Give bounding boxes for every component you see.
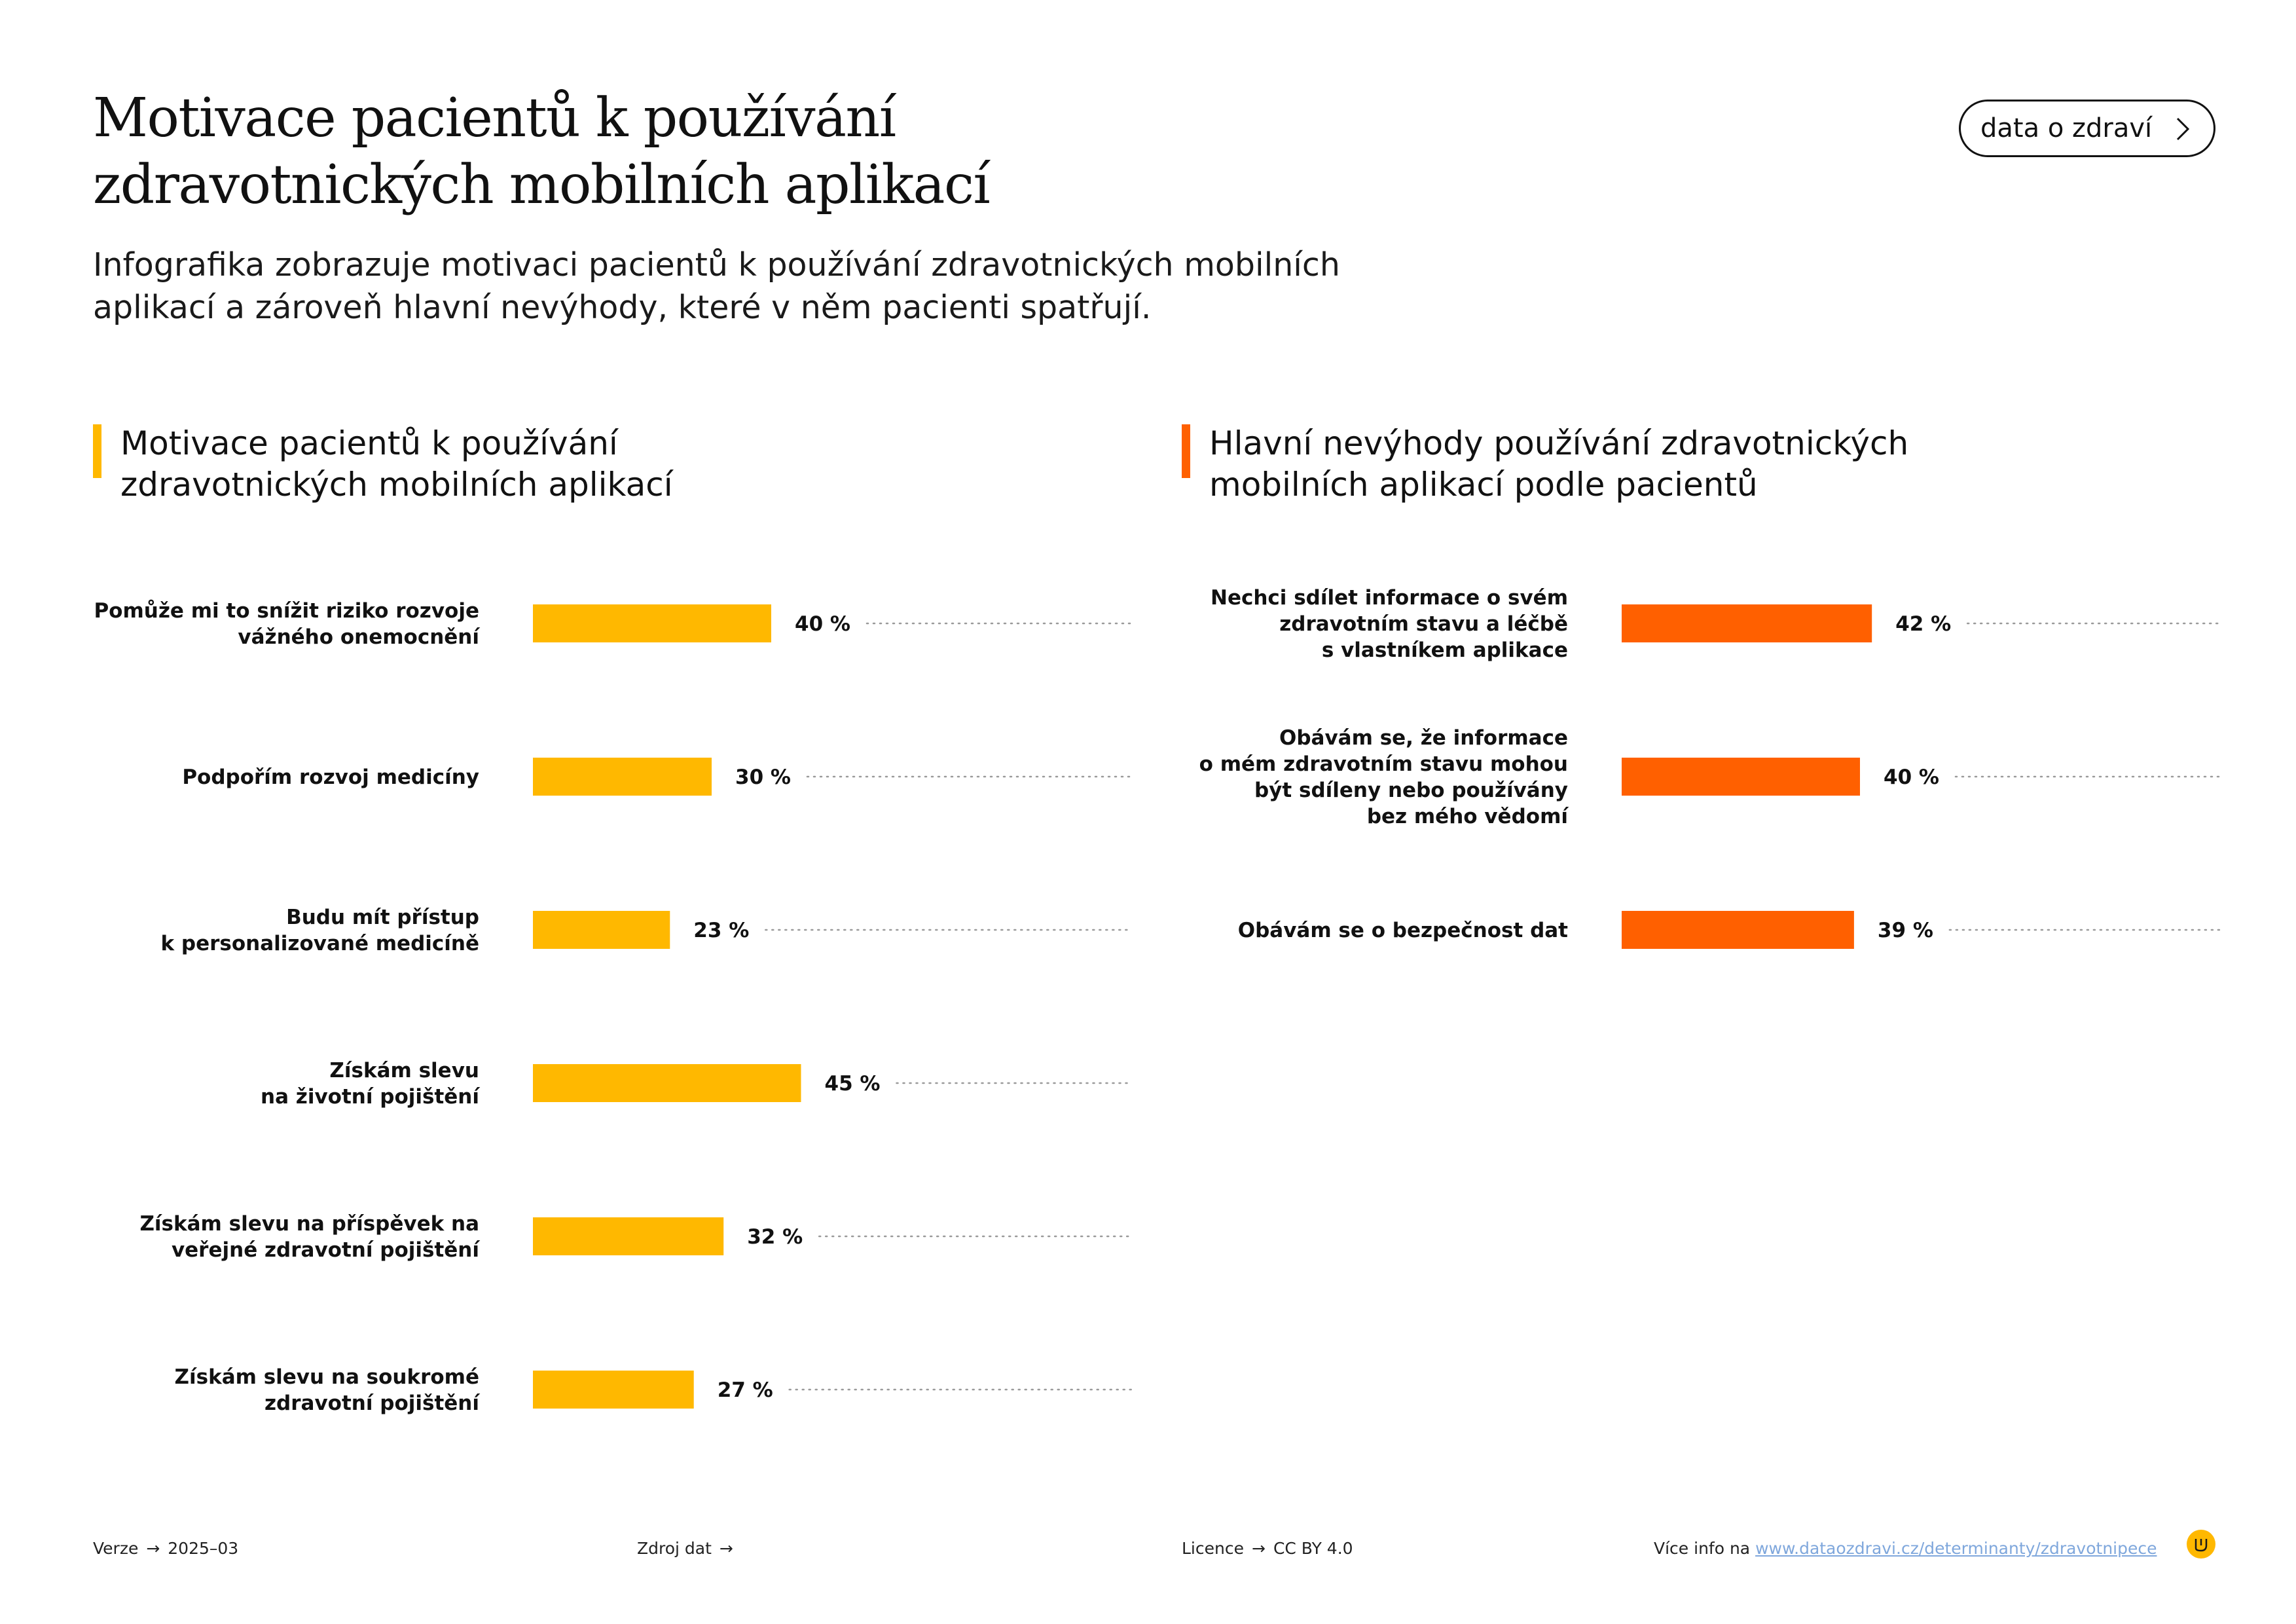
data-o-zdravi-button[interactable]: data o zdraví — [1959, 100, 2215, 157]
motivation-value-label: 32 % — [747, 1225, 803, 1249]
disadvantages-chart-title: Hlavní nevýhody používání zdravotnických… — [1209, 423, 2191, 506]
disadvantages-value-label: 40 % — [1884, 766, 1939, 789]
motivation-category-label: Získám slevu na soukromé zdravotní pojišt… — [175, 1365, 481, 1415]
motivation-value-label: 40 % — [795, 612, 850, 636]
motivation-title-line-2: zdravotnických mobilních aplikací — [120, 466, 673, 504]
motivation-title-line-1: Motivace pacientů k používání — [120, 424, 618, 462]
motivation-chart-title: Motivace pacientů k používání zdravotnic… — [120, 423, 1102, 506]
chevron-right-icon — [2176, 117, 2190, 141]
disadvantages-title-line-1: Hlavní nevýhody používání zdravotnických — [1209, 424, 1909, 462]
disadvantages-category-label: Obávám se, že informace o mém zdravotním … — [1199, 726, 1569, 828]
motivation-bar — [533, 1217, 724, 1255]
disadvantages-bar — [1622, 604, 1872, 642]
page-title-line-1: Motivace pacientů k používání — [93, 87, 896, 149]
footer-source-label: Zdroj dat — [637, 1539, 712, 1558]
footer-license: Licence → CC BY 4.0 — [1182, 1539, 1353, 1558]
motivation-bar — [533, 1064, 801, 1102]
arrow-right-icon: → — [719, 1539, 733, 1558]
motivation-category-label: Získám slevu na příspěvek na veřejné zdra… — [139, 1212, 480, 1262]
motivation-bar — [533, 1371, 694, 1409]
footer-version-value: 2025–03 — [168, 1539, 239, 1558]
page-title-line-2: zdravotnických mobilních aplikací — [93, 154, 991, 216]
page-subtitle-line-1: Infografika zobrazuje motivaci pacientů … — [93, 246, 1340, 284]
footer-license-value: CC BY 4.0 — [1273, 1539, 1353, 1558]
page-subtitle-line-2: aplikací a zároveň hlavní nevýhody, kter… — [93, 289, 1152, 326]
motivation-value-label: 45 % — [825, 1072, 881, 1096]
disadvantages-category-label: Nechci sdílet informace o svém zdravotním… — [1211, 586, 1568, 662]
brand-mark-icon — [2195, 1539, 2208, 1552]
motivation-bar — [533, 758, 712, 796]
motivation-panel: Motivace pacientů k používání zdravotnic… — [93, 423, 1140, 1471]
motivation-bar — [533, 911, 670, 949]
footer-version-label: Verze — [93, 1539, 139, 1558]
disadvantages-title-line-2: mobilních aplikací podle pacientů — [1209, 466, 1758, 504]
page-subtitle: Infografika zobrazuje motivaci pacientů … — [93, 244, 1599, 329]
brand-logo-icon — [2187, 1530, 2215, 1559]
motivation-chart: Pomůže mi to snížit riziko rozvoje vážnéh… — [94, 599, 1133, 1415]
motivation-value-label: 23 % — [693, 919, 749, 942]
footer-source[interactable]: Zdroj dat → — [637, 1539, 741, 1558]
disadvantages-value-label: 39 % — [1878, 919, 1933, 942]
motivation-value-label: 27 % — [718, 1378, 773, 1402]
footer-more-info: Více info na www.dataozdravi.cz/determin… — [1654, 1539, 2157, 1558]
footer-more-label: Více info na — [1654, 1539, 1751, 1558]
motivation-category-label: Budu mít přístup k personalizované medicí… — [161, 906, 480, 955]
footer-version: Verze → 2025–03 — [93, 1539, 238, 1558]
disadvantages-bar — [1622, 758, 1860, 796]
disadvantages-chart: Nechci sdílet informace o svém zdravotním… — [1199, 586, 2221, 949]
motivation-value-label: 30 % — [735, 766, 791, 789]
disadvantages-bar — [1622, 911, 1854, 949]
page-title: Motivace pacientů k používání zdravotnic… — [93, 85, 1271, 219]
disadvantages-value-label: 42 % — [1895, 612, 1951, 636]
motivation-category-label: Podpořím rozvoj medicíny — [182, 766, 479, 789]
footer-license-label: Licence — [1182, 1539, 1244, 1558]
motivation-category-label: Získám slevu na životní pojištění — [261, 1059, 480, 1109]
arrow-right-icon: → — [146, 1539, 160, 1558]
motivation-accent-bar — [93, 424, 101, 478]
disadvantages-panel: Hlavní nevýhody používání zdravotnických… — [1182, 423, 2229, 1471]
motivation-bar — [533, 604, 771, 642]
data-o-zdravi-label: data o zdraví — [1980, 113, 2153, 143]
disadvantages-category-label: Obávám se o bezpečnost dat — [1238, 919, 1568, 942]
motivation-category-label: Pomůže mi to snížit riziko rozvoje vážnéh… — [94, 599, 480, 649]
footer-more-link[interactable]: www.dataozdravi.cz/determinanty/zdravotn… — [1755, 1539, 2157, 1558]
disadvantages-accent-bar — [1182, 424, 1190, 478]
arrow-right-icon: → — [1251, 1539, 1266, 1558]
